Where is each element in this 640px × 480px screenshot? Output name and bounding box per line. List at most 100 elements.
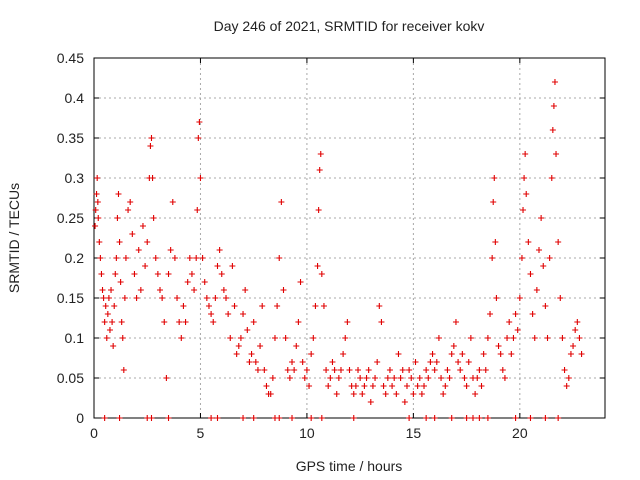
data-point	[450, 343, 457, 349]
data-point	[508, 351, 515, 357]
data-point	[182, 319, 189, 325]
data-point	[111, 303, 118, 309]
data-point	[403, 383, 410, 389]
data-point	[512, 311, 519, 317]
data-point	[314, 263, 321, 269]
data-point	[208, 311, 215, 317]
data-point	[440, 391, 447, 397]
data-point	[205, 303, 212, 309]
data-point	[225, 311, 232, 317]
data-point	[208, 415, 215, 421]
x-tick-label: 15	[406, 425, 422, 441]
data-point	[397, 375, 404, 381]
data-point	[103, 335, 110, 341]
x-tick-label: 5	[197, 425, 205, 441]
data-point	[293, 343, 300, 349]
data-point	[303, 367, 310, 373]
y-tick-label: 0.35	[57, 130, 84, 146]
data-point	[308, 415, 315, 421]
data-point	[350, 415, 357, 421]
data-point	[327, 375, 334, 381]
data-point	[117, 279, 124, 285]
data-point	[431, 367, 438, 373]
data-point	[310, 335, 317, 341]
data-point	[514, 327, 521, 333]
data-point	[165, 415, 172, 421]
data-point	[244, 327, 251, 333]
data-point	[315, 207, 322, 213]
data-point	[316, 167, 323, 173]
data-point	[97, 255, 104, 261]
data-point	[216, 247, 223, 253]
data-point	[576, 335, 583, 341]
y-tick-label: 0.05	[57, 370, 84, 386]
data-point	[406, 415, 413, 421]
data-point	[104, 311, 111, 317]
data-point	[506, 319, 513, 325]
data-point	[442, 383, 449, 389]
data-point	[501, 375, 508, 381]
data-point	[489, 255, 496, 261]
data-point	[357, 375, 364, 381]
data-point	[423, 415, 430, 421]
data-point	[163, 375, 170, 381]
data-point	[544, 335, 551, 341]
data-point	[438, 375, 445, 381]
data-point	[448, 415, 455, 421]
data-point	[261, 367, 268, 373]
data-point	[271, 335, 278, 341]
data-point	[490, 199, 497, 205]
y-tick-label: 0.2	[65, 250, 85, 266]
data-point	[161, 319, 168, 325]
data-point	[250, 319, 257, 325]
data-point	[180, 303, 187, 309]
data-point	[476, 415, 483, 421]
data-point	[188, 271, 195, 277]
data-point	[102, 303, 109, 309]
data-point	[274, 303, 281, 309]
data-point	[559, 335, 566, 341]
data-point	[469, 415, 476, 421]
data-point	[276, 255, 283, 261]
data-point	[355, 367, 362, 373]
data-point	[476, 367, 483, 373]
data-point	[538, 215, 545, 221]
data-point	[240, 415, 247, 421]
data-point	[412, 359, 419, 365]
data-point	[94, 175, 101, 181]
data-point	[150, 215, 157, 221]
data-point	[574, 319, 581, 325]
data-point	[248, 351, 255, 357]
data-point	[291, 367, 298, 373]
data-point	[323, 367, 330, 373]
chart-title: Day 246 of 2021, SRMTID for receiver kok…	[214, 18, 485, 34]
data-point	[320, 303, 327, 309]
data-point	[376, 303, 383, 309]
data-point	[142, 263, 149, 269]
data-point	[301, 375, 308, 381]
data-point	[237, 335, 244, 341]
data-point	[463, 383, 470, 389]
x-tick-label: 20	[512, 425, 528, 441]
data-point	[100, 295, 107, 301]
data-point	[465, 359, 472, 365]
data-point	[199, 255, 206, 261]
data-point	[389, 383, 396, 389]
data-point	[565, 375, 572, 381]
data-point	[289, 415, 296, 421]
data-point	[382, 391, 389, 397]
data-point	[308, 351, 315, 357]
data-point	[548, 175, 555, 181]
data-point	[121, 295, 128, 301]
data-point	[196, 119, 203, 125]
data-point	[109, 319, 116, 325]
data-point	[520, 207, 527, 213]
data-point	[363, 375, 370, 381]
x-axis-label: GPS time / hours	[296, 458, 403, 474]
data-point	[578, 351, 585, 357]
data-point	[361, 383, 368, 389]
data-point	[122, 255, 129, 261]
data-point	[337, 367, 344, 373]
data-point	[306, 383, 313, 389]
plot-frame	[93, 57, 606, 419]
